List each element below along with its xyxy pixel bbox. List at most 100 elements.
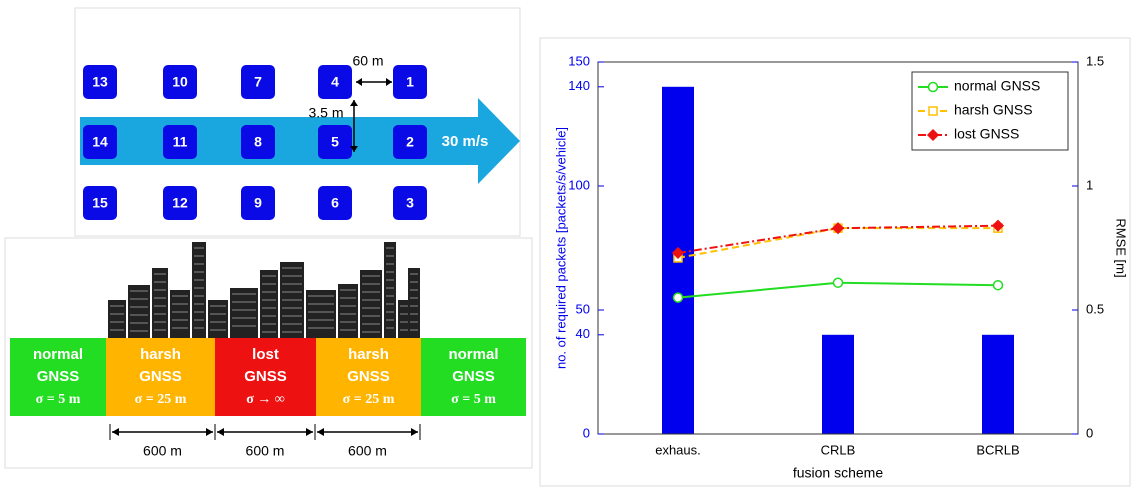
y2-tick-label: 1 [1086, 177, 1093, 192]
x-tick-label: exhaus. [655, 442, 701, 457]
zone-sigma: σ → ∞ [246, 392, 285, 407]
vehicle [393, 65, 427, 99]
zone-sigma: σ = 5 m [451, 392, 496, 407]
legend-label: harsh GNSS [954, 102, 1033, 118]
vehicle-label: 9 [254, 195, 262, 211]
y2-tick-label: 0 [1086, 425, 1093, 440]
zone-line1: lost [252, 346, 279, 363]
x-tick-label: CRLB [821, 442, 856, 457]
building [230, 288, 258, 338]
vehicle-label: 5 [331, 134, 339, 150]
marker [992, 279, 1004, 291]
vehicle-label: 6 [331, 195, 339, 211]
marker [671, 246, 685, 260]
zone-line1: normal [33, 346, 83, 363]
building [384, 242, 396, 338]
zone-line1: harsh [348, 346, 389, 363]
vehicle [393, 125, 427, 159]
zone-line1: normal [448, 346, 498, 363]
vehicle-label: 13 [92, 74, 108, 90]
arrow-head [411, 428, 418, 436]
arrow-head [350, 146, 358, 152]
lane-arrow [80, 98, 520, 184]
marker [926, 128, 940, 142]
zone-sigma: σ = 25 m [343, 392, 395, 407]
marker [831, 222, 845, 235]
legend-label: lost GNSS [954, 126, 1019, 142]
x-tick-label: BCRLB [976, 442, 1019, 457]
building [170, 290, 190, 338]
zone-line2: GNSS [244, 368, 287, 385]
building [192, 242, 206, 338]
legend-box [911, 71, 1069, 151]
building [408, 268, 420, 338]
speed-label: 30 m/s [442, 133, 489, 150]
building [108, 300, 126, 338]
y-tick-label: 140 [568, 78, 590, 93]
building [306, 290, 336, 338]
building [360, 270, 382, 338]
zones: normal GNSS σ = 5 m harsh GNSS σ = 25 m lost GN… [10, 338, 526, 416]
vehicle [83, 125, 117, 159]
vehicle-label: 1 [406, 74, 414, 90]
zone [421, 338, 526, 416]
arrow-head [386, 78, 392, 86]
marker [991, 219, 1005, 232]
vehicle-label: 12 [172, 195, 188, 211]
bar [982, 334, 1014, 434]
vehicle [318, 125, 352, 159]
vehicle-label: 10 [172, 74, 188, 90]
building [260, 270, 278, 338]
vehicle [241, 186, 275, 220]
vehicle-label: 11 [173, 134, 188, 150]
y-axis-label: no. of required packets [packets/s/vehic… [553, 127, 568, 369]
vehicle-label: 14 [92, 134, 108, 150]
chart: 0 40 50 100 140 150 0 0.5 1 1.5 exhaus. CRLB BCRLB fu… [553, 53, 1128, 480]
vehicle [83, 65, 117, 99]
vehicle [241, 65, 275, 99]
zone-line1: harsh [140, 346, 181, 363]
vehicle-label: 7 [254, 74, 262, 90]
arrow-head [306, 428, 313, 436]
bar [822, 334, 854, 434]
y-tick-label: 0 [583, 425, 590, 440]
marker [832, 277, 844, 288]
arrow-head [317, 428, 324, 436]
y2-axis-label: RMSE [m] [1114, 218, 1129, 277]
vehicle [163, 125, 197, 159]
y-tick-label: 100 [568, 177, 590, 192]
vehicle-label: 3 [406, 195, 414, 211]
spacing-label: 60 m [352, 53, 383, 69]
line [677, 227, 998, 259]
zone-sigma: σ = 25 m [135, 392, 187, 407]
legend-label: normal GNSS [954, 78, 1040, 94]
zone [316, 338, 421, 416]
zone-line2: GNSS [347, 368, 390, 385]
building [208, 300, 228, 338]
building [128, 285, 150, 338]
arrow-head [217, 428, 224, 436]
zone-line2: GNSS [452, 368, 495, 385]
y-tick-label: 40 [576, 326, 590, 341]
vehicle [163, 186, 197, 220]
vehicle [318, 65, 352, 99]
vehicle-label: 2 [406, 134, 414, 150]
marker [672, 292, 684, 303]
marker [928, 106, 938, 116]
dist-label: 600 m [348, 443, 387, 459]
arrow-head [350, 100, 358, 106]
zone [215, 338, 316, 416]
dist-label: 600 m [143, 443, 182, 459]
zone-line2: GNSS [37, 368, 80, 385]
y-tick-label: 50 [576, 301, 590, 316]
lane-width-label: 3.5 m [308, 105, 343, 121]
vehicles: 13 10 7 4 1 14 11 8 5 2 15 12 9 6 3 [83, 65, 427, 220]
skyline [108, 242, 420, 338]
arrow-head [112, 428, 119, 436]
dist-label: 600 m [246, 443, 285, 459]
vehicle-label: 8 [254, 134, 262, 150]
vehicle [318, 186, 352, 220]
vehicle [393, 186, 427, 220]
y-tick-label: 150 [568, 53, 590, 68]
